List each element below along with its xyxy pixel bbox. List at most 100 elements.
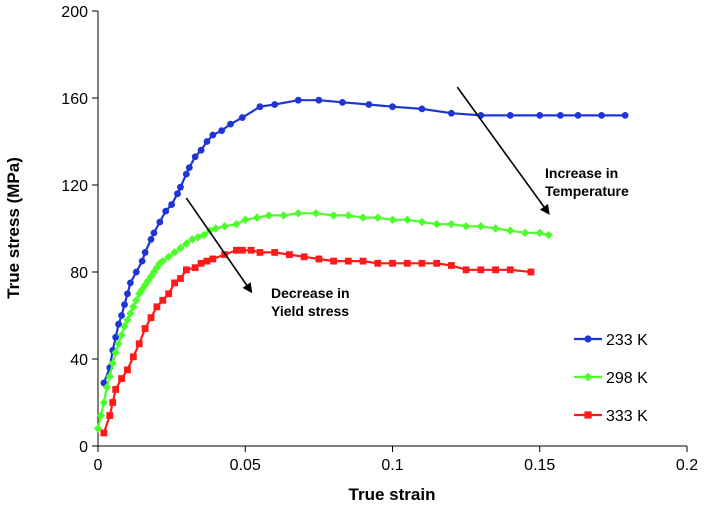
y-tick-label: 80 — [70, 265, 88, 282]
data-point — [506, 112, 514, 119]
data-point — [123, 315, 132, 325]
x-tick-label: 0.1 — [381, 457, 403, 474]
data-point — [544, 230, 553, 240]
data-point — [211, 224, 220, 233]
data-point — [476, 222, 486, 231]
data-point — [117, 330, 126, 340]
series-333-k — [100, 246, 535, 437]
data-point — [121, 301, 128, 309]
data-point — [433, 259, 441, 267]
data-point — [153, 303, 161, 311]
data-point — [365, 101, 373, 108]
data-point — [96, 411, 106, 420]
data-point — [294, 96, 302, 104]
data-point — [227, 120, 234, 128]
data-point — [492, 266, 499, 274]
data-point — [143, 276, 153, 285]
data-point — [358, 213, 368, 222]
data-point — [238, 114, 246, 121]
data-point — [344, 257, 352, 265]
legend-label: 333 K — [606, 408, 648, 425]
data-point — [109, 399, 117, 406]
annotation-text: Yield stress — [271, 303, 349, 319]
annotations: Increase in Temperature Decrease in Yield s… — [185, 86, 629, 319]
x-tick-label: 0.05 — [230, 457, 261, 474]
data-point — [118, 312, 125, 319]
annotation-arrow — [456, 86, 550, 215]
data-point — [191, 153, 199, 161]
data-point — [621, 112, 629, 119]
annotation-arrow — [185, 197, 253, 294]
data-point — [171, 279, 178, 287]
data-point — [264, 211, 274, 220]
data-point — [112, 386, 120, 393]
data-point — [108, 359, 117, 368]
data-point — [182, 170, 190, 178]
axes: 0 0.05 0.1 0.15 0.2 0 40 80 120 160 200 — [61, 4, 698, 474]
data-point — [182, 266, 190, 274]
data-point — [141, 325, 149, 332]
data-point — [170, 248, 179, 257]
y-axis-title: True stress (MPa) — [4, 157, 23, 299]
data-point — [315, 96, 323, 104]
data-point — [294, 209, 303, 218]
data-point — [182, 239, 191, 248]
data-point — [147, 235, 155, 243]
legend-label: 298 K — [606, 370, 648, 387]
data-point — [477, 266, 485, 274]
x-axis-title: True strain — [349, 485, 436, 504]
data-point — [448, 262, 455, 269]
y-tick-label: 120 — [61, 178, 88, 195]
data-point — [112, 333, 120, 341]
data-point — [185, 164, 193, 172]
data-point — [506, 266, 514, 274]
data-point — [124, 366, 131, 374]
data-point — [448, 109, 455, 117]
series-layer — [93, 96, 629, 437]
series-298-k — [93, 209, 553, 433]
data-point — [135, 340, 143, 348]
data-point — [256, 103, 264, 111]
data-point — [126, 279, 134, 287]
annotation-text: Temperature — [545, 183, 629, 199]
data-point — [111, 348, 120, 357]
data-point — [124, 290, 131, 298]
data-point — [191, 264, 199, 272]
data-point — [418, 259, 426, 267]
data-point — [556, 112, 564, 119]
x-tick-label: 0.15 — [524, 457, 555, 474]
data-point — [536, 112, 544, 119]
data-point — [388, 215, 397, 224]
data-point — [150, 229, 158, 237]
y-tick-label: 200 — [61, 4, 88, 21]
legend-label: 233 K — [606, 332, 648, 349]
data-point — [99, 398, 109, 407]
data-point — [256, 249, 264, 256]
data-point — [584, 411, 592, 419]
data-point — [311, 209, 321, 218]
data-point — [126, 309, 135, 318]
data-point — [165, 290, 173, 298]
data-point — [147, 314, 155, 322]
data-point — [373, 213, 382, 222]
data-point — [584, 335, 592, 343]
data-point — [403, 259, 411, 267]
data-point — [300, 253, 308, 261]
data-point — [241, 215, 250, 224]
data-point — [203, 257, 211, 265]
data-point — [279, 211, 288, 220]
data-point — [535, 228, 544, 238]
data-point — [118, 375, 125, 382]
plot-area — [98, 11, 687, 446]
data-point — [286, 251, 293, 258]
data-point — [177, 183, 184, 191]
data-point — [120, 322, 129, 331]
data-point — [374, 259, 382, 267]
data-point — [209, 131, 217, 139]
data-point — [209, 255, 217, 263]
data-point — [129, 302, 138, 311]
data-point — [315, 255, 323, 263]
data-point — [339, 98, 346, 106]
y-tick-label: 160 — [61, 91, 88, 108]
